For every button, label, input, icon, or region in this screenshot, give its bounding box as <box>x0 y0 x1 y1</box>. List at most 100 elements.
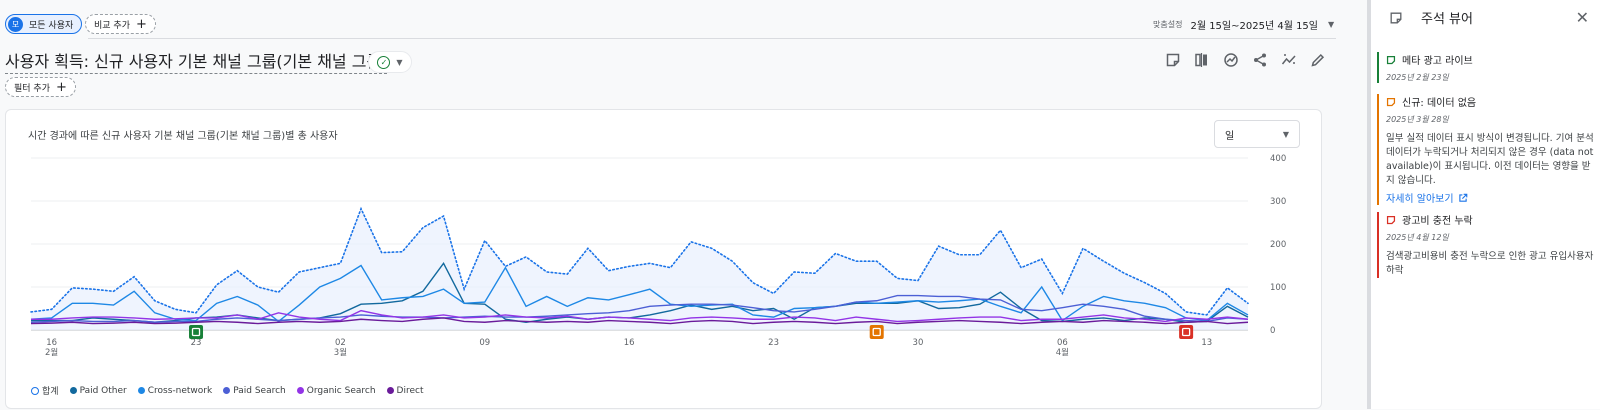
close-icon[interactable]: ✕ <box>1575 8 1589 27</box>
granularity-value: 일 <box>1225 130 1235 142</box>
legend-item[interactable]: 합계 <box>31 384 59 397</box>
annotation-title: 신규: 데이터 없음 <box>1402 98 1477 109</box>
x-tick-label: 23 <box>768 338 779 348</box>
insights-icon[interactable] <box>1221 50 1241 70</box>
chart-card: 시간 경과에 따른 신규 사용자 기본 채널 그룹(기본 채널 그룹)별 총 사… <box>5 109 1322 409</box>
note-icon <box>1386 215 1396 224</box>
annotation-title-row: 메타 광고 라이브 <box>1386 52 1595 67</box>
legend-item[interactable]: Paid Other <box>69 384 127 397</box>
trend-icon[interactable] <box>1279 50 1299 70</box>
annotation-date: 2025년 2월 23일 <box>1386 73 1449 82</box>
annotation-marker-icon <box>1181 327 1191 337</box>
legend-swatch <box>296 387 304 394</box>
report-toolbar <box>1163 50 1328 70</box>
annotation-title-row: 신규: 데이터 없음 <box>1386 94 1595 109</box>
learn-more-link[interactable]: 자세히 알아보기 <box>1386 190 1595 205</box>
series-line <box>31 309 1249 323</box>
date-range-value: 2월 15일~2025년 4월 15일 <box>1190 21 1318 32</box>
series-line <box>30 317 1249 325</box>
total-series-line <box>30 206 1249 316</box>
annotation-panel-header: 주석 뷰어 ✕ <box>1389 8 1589 27</box>
page-title: 사용자 획득: 신규 사용자 기본 채널 그룹(기본 채널 그룹) <box>5 48 388 74</box>
legend-item[interactable]: Paid Search <box>223 384 286 397</box>
legend-label: Paid Other <box>79 385 127 396</box>
annotation-marker-icon <box>872 327 881 337</box>
total-area <box>31 208 1248 330</box>
x-tick-label: 23 <box>191 338 202 348</box>
x-tick-label: 13 <box>1201 338 1212 348</box>
add-filter-button[interactable]: 필터 추가 + <box>5 77 76 97</box>
add-filter-label: 필터 추가 <box>14 83 50 94</box>
x-tick-month-label: 4월 <box>1056 347 1069 358</box>
chevron-down-icon: ▼ <box>1282 129 1289 139</box>
x-tick-label: 16 <box>624 338 635 348</box>
plus-icon: + <box>135 16 147 32</box>
check-circle-icon: ✓ <box>377 55 391 69</box>
granularity-select[interactable]: 일 ▼ <box>1214 120 1300 148</box>
legend-swatch <box>31 386 39 395</box>
data-quality-status-button[interactable]: ✓ ▼ <box>368 51 412 73</box>
date-range-label: 맞춤설정 <box>1153 20 1183 29</box>
share-icon[interactable] <box>1250 50 1270 70</box>
annotation-title-row: 광고비 충전 누락 <box>1386 212 1595 227</box>
series-line <box>30 294 1249 323</box>
x-tick-month-label: 3월 <box>334 347 347 358</box>
series-line <box>30 264 1249 323</box>
note-icon <box>1386 55 1396 64</box>
annotation-body: 일부 실적 데이터 표시 방식이 변경됩니다. 기여 분석 데이터가 누락되거나… <box>1386 133 1594 186</box>
chevron-down-icon: ▼ <box>1328 20 1335 29</box>
legend-swatch <box>69 387 77 394</box>
annotation-body: 검색광고비용비 충전 누락으로 인한 광고 유입사용자 하락 <box>1386 251 1594 276</box>
plus-icon: + <box>55 79 67 95</box>
date-range-picker[interactable]: 맞춤설정 2월 15일~2025년 4월 15일 ▼ <box>1153 17 1334 32</box>
x-tick-label: 06 <box>1057 338 1068 348</box>
note-icon[interactable] <box>1163 50 1183 70</box>
annotation-date: 2025년 3월 28일 <box>1386 115 1449 124</box>
legend-item[interactable]: Direct <box>386 384 424 397</box>
legend-item[interactable]: Cross-network <box>137 384 213 397</box>
x-tick-label: 16 <box>46 338 57 348</box>
legend-swatch <box>223 387 231 394</box>
y-tick-label: 400 <box>1270 154 1286 164</box>
segment-label: 모든 사용자 <box>29 20 74 31</box>
legend-label: Direct <box>396 385 424 396</box>
y-tick-label: 300 <box>1270 197 1286 207</box>
add-comparison-button[interactable]: 비교 추가 + <box>85 14 156 34</box>
external-link-icon <box>1458 193 1467 202</box>
x-tick-month-label: 2월 <box>45 347 58 358</box>
y-tick-label: 100 <box>1270 283 1286 293</box>
chart-legend: 합계 Paid Other Cross-network Paid Search Orga… <box>31 384 424 397</box>
annotation-title: 메타 광고 라이브 <box>1402 56 1473 67</box>
legend-swatch <box>386 387 394 394</box>
annotation-item[interactable]: 메타 광고 라이브 2025년 2월 23일 <box>1377 52 1595 83</box>
panel-resize-handle[interactable] <box>1367 0 1371 409</box>
annotation-marker-icon <box>191 327 201 337</box>
y-tick-label: 0 <box>1270 326 1275 336</box>
edit-pencil-icon[interactable] <box>1308 50 1328 70</box>
legend-swatch <box>137 387 145 394</box>
x-tick-label: 02 <box>335 338 346 348</box>
annotation-marker <box>1179 325 1194 339</box>
add-comparison-label: 비교 추가 <box>94 20 130 31</box>
legend-label: Cross-network <box>147 385 213 396</box>
annotation-panel-title: 주석 뷰어 <box>1421 12 1473 27</box>
segment-chip-all-users[interactable]: 모 모든 사용자 <box>5 14 83 34</box>
annotation-date: 2025년 4월 12일 <box>1386 233 1449 242</box>
y-tick-label: 200 <box>1270 240 1286 250</box>
segment-avatar: 모 <box>8 16 23 32</box>
annotation-marker <box>869 325 884 339</box>
chart-title: 시간 경과에 따른 신규 사용자 기본 채널 그룹(기본 채널 그룹)별 총 사… <box>28 131 338 142</box>
data-icon <box>1386 97 1396 106</box>
compare-columns-icon[interactable] <box>1192 50 1212 70</box>
legend-item[interactable]: Organic Search <box>296 384 376 397</box>
legend-label: Organic Search <box>306 385 376 396</box>
header-divider <box>88 38 1336 39</box>
x-tick-label: 30 <box>913 338 924 348</box>
legend-label: 합계 <box>42 387 59 397</box>
annotation-marker <box>189 325 204 339</box>
chevron-down-icon: ▼ <box>396 57 403 67</box>
